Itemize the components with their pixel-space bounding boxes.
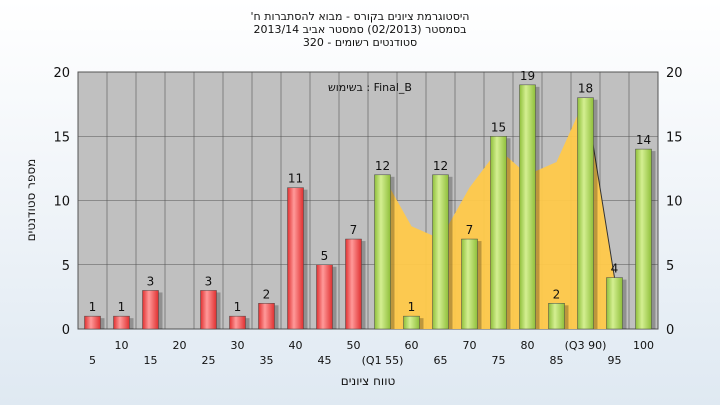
bar <box>490 136 507 330</box>
bar <box>229 315 246 330</box>
bar-group <box>113 315 134 330</box>
data-label: 2 <box>553 287 561 301</box>
bar-group <box>548 303 569 330</box>
bar-group <box>200 290 221 330</box>
y-tick-label-right: 10 <box>666 195 683 210</box>
bar-group <box>519 84 540 330</box>
bar <box>113 315 130 330</box>
bar <box>548 303 565 330</box>
bar-group <box>403 315 424 330</box>
data-label: 1 <box>118 300 126 314</box>
legend-label: בשימוש : Final_B <box>328 81 412 94</box>
y-tick-label-left: 5 <box>62 259 70 274</box>
x-tick-label: 95 <box>608 354 622 367</box>
data-label: 1 <box>234 300 242 314</box>
x-tick-label: 45 <box>318 354 332 367</box>
x-tick-label: 85 <box>550 354 564 367</box>
x-tick-label: 35 <box>260 354 274 367</box>
data-label: 7 <box>350 223 358 237</box>
bar-group <box>461 238 482 330</box>
y-tick-label-left: 10 <box>53 195 70 210</box>
x-tick-label: 25 <box>202 354 216 367</box>
bar <box>635 148 652 330</box>
x-axis-title: טווח ציונים <box>341 374 396 388</box>
x-tick-label: 75 <box>492 354 506 367</box>
bar-group <box>229 315 250 330</box>
x-tick-label: 40 <box>289 339 303 352</box>
data-label: 11 <box>288 172 303 186</box>
y-tick-label-left: 20 <box>53 66 70 81</box>
x-tick-label: 30 <box>231 339 245 352</box>
x-tick-label: 70 <box>463 339 477 352</box>
data-label: 12 <box>375 159 390 173</box>
data-label: 15 <box>491 120 506 134</box>
data-label: 1 <box>89 300 97 314</box>
bar-group <box>374 174 395 330</box>
bar <box>432 174 449 330</box>
bar <box>287 187 304 330</box>
x-tick-label: (Q3 90) <box>565 339 607 352</box>
data-label: 12 <box>433 159 448 173</box>
bar <box>606 277 623 330</box>
data-label: 1 <box>408 300 416 314</box>
bar <box>403 315 420 330</box>
bar-group <box>577 97 598 330</box>
y-tick-label-right: 15 <box>666 130 683 145</box>
bar-group <box>345 238 366 330</box>
bar-group <box>142 290 163 330</box>
y-axis-title: מספר סטודנטים <box>24 159 38 242</box>
bar-group <box>287 187 308 330</box>
bar <box>84 315 101 330</box>
data-label: 4 <box>611 262 619 276</box>
x-tick-label: 100 <box>633 339 654 352</box>
x-tick-label: 5 <box>89 354 96 367</box>
y-tick-label-right: 0 <box>666 323 674 338</box>
bar-group <box>432 174 453 330</box>
bar <box>200 290 217 330</box>
bar <box>461 238 478 330</box>
y-tick-label-left: 0 <box>62 323 70 338</box>
bar-group <box>490 136 511 330</box>
chart-title-line-3: סטודנטים רשומים - 320 <box>302 36 418 49</box>
data-label: 5 <box>321 249 329 263</box>
data-label: 3 <box>205 274 213 288</box>
data-label: 14 <box>636 133 651 147</box>
y-tick-label-right: 5 <box>666 259 674 274</box>
data-label: 2 <box>263 287 271 301</box>
bar <box>258 303 275 330</box>
x-tick-label: 15 <box>144 354 158 367</box>
bar-group <box>635 148 656 330</box>
x-tick-label: 80 <box>521 339 535 352</box>
bar-group <box>84 315 105 330</box>
bar <box>345 238 362 330</box>
chart-title-line-2: בסמסטר (02/2013) סמסטר אביב 2013/14 <box>253 23 467 36</box>
bar <box>374 174 391 330</box>
data-label: 7 <box>466 223 474 237</box>
bar <box>316 264 333 330</box>
bar-group <box>606 277 627 330</box>
x-tick-label: 20 <box>173 339 187 352</box>
bar <box>142 290 159 330</box>
bar-group <box>258 303 279 330</box>
x-tick-label: 50 <box>347 339 361 352</box>
x-tick-label: 10 <box>115 339 129 352</box>
data-label: 3 <box>147 274 155 288</box>
bar <box>519 84 536 330</box>
x-tick-label: 60 <box>405 339 419 352</box>
y-tick-label-left: 15 <box>53 130 70 145</box>
chart-title-line-1: 'היסטוגרמת ציונים בקורס - מבוא להסתברות … <box>250 10 470 23</box>
x-tick-label: 65 <box>434 354 448 367</box>
x-tick-label: (Q1 55) <box>362 354 404 367</box>
bar <box>577 97 594 330</box>
data-label: 19 <box>520 69 535 83</box>
data-label: 18 <box>578 82 593 96</box>
y-tick-label-right: 20 <box>666 66 683 81</box>
bar-group <box>316 264 337 330</box>
